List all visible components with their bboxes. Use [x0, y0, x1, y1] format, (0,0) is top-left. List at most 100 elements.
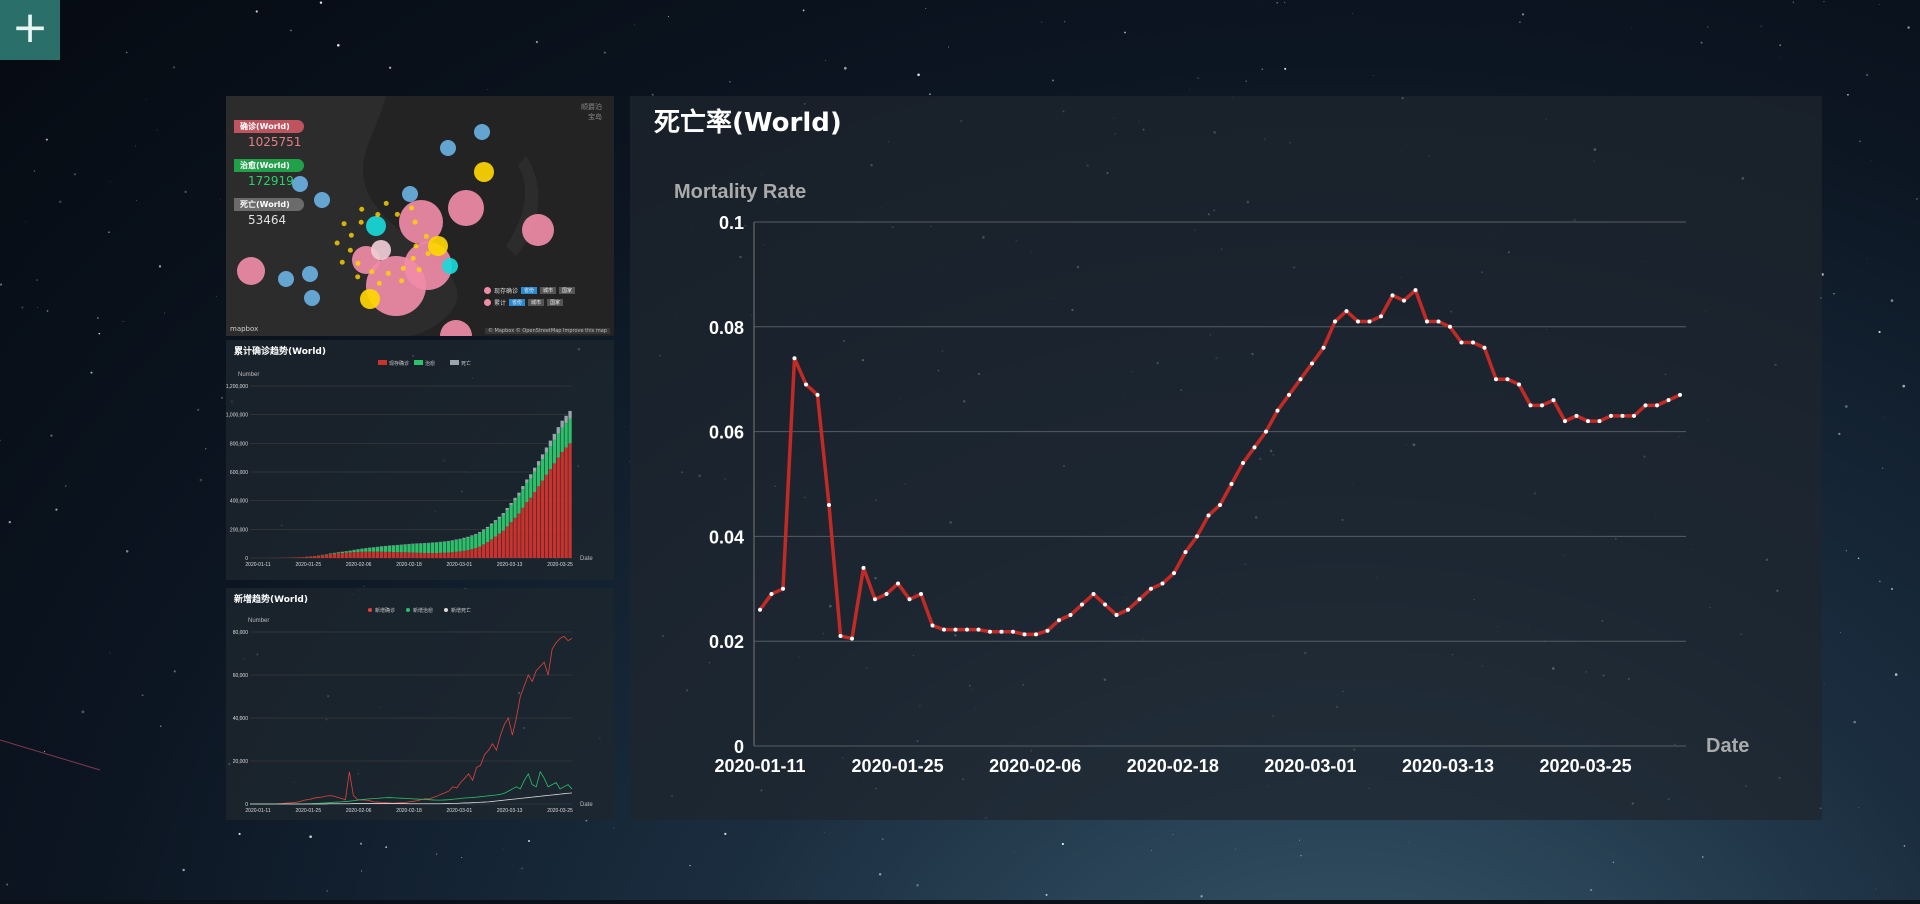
cumulative-bar	[383, 551, 388, 558]
mortality-point	[1321, 345, 1326, 350]
daily-chart-title: 新增趋势(World)	[234, 595, 308, 605]
cumulative-bar	[536, 465, 541, 487]
legend-button-country[interactable]: 国家	[547, 299, 564, 306]
cumulative-bar	[568, 410, 572, 419]
cumulative-bar	[360, 548, 364, 552]
cumulative-bar	[525, 479, 529, 483]
city-dot	[423, 233, 429, 239]
mortality-point	[1620, 413, 1625, 418]
cumulative-bar	[383, 546, 388, 552]
cumulative-bar	[446, 552, 450, 558]
legend-label: 治愈	[425, 360, 435, 367]
mortality-point	[1057, 618, 1061, 623]
region-bubble	[278, 271, 294, 287]
map-legend: 现存确诊 省份 城市 国家 累计 省份 城市 国家	[484, 286, 576, 310]
x-axis-label: Date	[580, 802, 593, 808]
cumulative-bar	[548, 440, 553, 447]
mortality-point	[1655, 403, 1659, 408]
city-dot	[355, 274, 361, 280]
cumulative-bar	[458, 539, 462, 552]
stat-label: 确诊(World)	[234, 120, 304, 133]
mortality-point	[1183, 550, 1188, 555]
cumulative-bar	[438, 552, 443, 558]
city-dot	[409, 205, 415, 211]
cumulative-bar	[552, 463, 556, 558]
cumulative-bar	[454, 540, 458, 552]
mortality-point	[1505, 377, 1510, 382]
cumulative-bar	[466, 550, 470, 558]
mortality-point	[1436, 319, 1441, 324]
mortality-point	[1298, 377, 1303, 382]
cumulative-bar	[454, 539, 458, 541]
cumulative-bar	[364, 551, 368, 558]
y-tick-label: 0.02	[709, 632, 744, 652]
cumulative-bar	[485, 528, 490, 543]
mortality-point	[827, 502, 831, 507]
cumulative-bar	[458, 551, 462, 558]
region-bubble	[402, 186, 418, 202]
legend-label: 新增死亡	[451, 607, 471, 614]
cumulative-bar	[529, 478, 533, 498]
map-panel[interactable]: 顺爵泊 宝岛 确诊(World) 1025751 治愈(World) 172919 死亡…	[226, 96, 614, 336]
mortality-chart[interactable]: Mortality Rate 0 0.02 0.04 0.06 0.08 0.1 2020-0…	[630, 96, 1822, 820]
cumulative-bar	[556, 427, 560, 434]
cumulative-bar	[509, 502, 513, 506]
mortality-point	[1160, 581, 1165, 586]
add-button[interactable]: +	[0, 0, 60, 60]
cumulative-bar	[489, 539, 494, 558]
city-dot	[339, 259, 345, 265]
daily-chart[interactable]: Number 0 20,000 40,000 60,000 80,000 2020-01-1…	[226, 588, 614, 820]
cumulative-bar	[419, 543, 423, 553]
x-tick-label: 2020-03-25	[547, 562, 573, 568]
y-tick-label: 60,000	[233, 673, 249, 679]
mortality-point	[1413, 288, 1418, 293]
x-tick-label: 2020-01-11	[714, 756, 805, 776]
cumulative-bar	[395, 552, 399, 558]
mapbox-logo[interactable]: mapbox	[230, 325, 259, 333]
cumulative-bar	[301, 557, 305, 558]
mortality-point	[1379, 314, 1383, 319]
region-bubble	[474, 124, 490, 140]
map-attribution[interactable]: © Mapbox © OpenStreetMap Improve this ma…	[484, 328, 610, 334]
region-bubble	[366, 216, 386, 236]
legend-button-country[interactable]: 国家	[559, 287, 576, 294]
cumulative-bar	[419, 552, 423, 558]
cumulative-bar	[446, 541, 450, 553]
cumulative-bar	[395, 545, 399, 553]
legend-label: 现存确诊	[389, 360, 409, 367]
mortality-point	[1425, 319, 1429, 324]
mortality-point	[873, 597, 877, 602]
city-dot	[341, 221, 347, 227]
world-map[interactable]	[226, 96, 614, 336]
cumulative-bar	[536, 486, 541, 558]
x-tick-label: 2020-03-01	[447, 562, 473, 568]
legend-button-city[interactable]: 城市	[528, 299, 545, 306]
mortality-point	[1390, 293, 1395, 298]
cumulative-bar	[336, 552, 341, 554]
cumulative-bar	[544, 447, 549, 453]
cumulative-bar	[533, 467, 537, 472]
daily-series-line	[250, 635, 573, 805]
cumulative-bar	[521, 486, 525, 490]
mortality-point	[769, 592, 774, 597]
region-bubble	[304, 290, 320, 306]
city-dot	[399, 278, 405, 284]
legend-button-city[interactable]: 城市	[540, 287, 557, 294]
cumulative-chart[interactable]: Number 0 200,000 400,000 600,000 800,000 1,000…	[226, 340, 614, 580]
mortality-point	[988, 629, 992, 634]
region-bubble	[302, 266, 318, 282]
y-axis-label: Number	[238, 372, 259, 378]
legend-button-province[interactable]: 省份	[521, 287, 538, 294]
cumulative-bar	[375, 551, 380, 558]
legend-button-province[interactable]: 省份	[509, 299, 526, 306]
region-bubble	[314, 192, 330, 208]
y-tick-label: 1,000,000	[226, 413, 248, 419]
x-tick-label: 2020-01-25	[296, 562, 322, 568]
y-tick-label: 40,000	[233, 716, 249, 722]
meteor-streak	[0, 739, 101, 771]
x-axis-label: Date	[1706, 735, 1749, 757]
mortality-point	[1333, 319, 1337, 324]
mortality-point	[1540, 403, 1544, 408]
mortality-point	[861, 565, 866, 570]
mortality-point	[1091, 592, 1096, 597]
